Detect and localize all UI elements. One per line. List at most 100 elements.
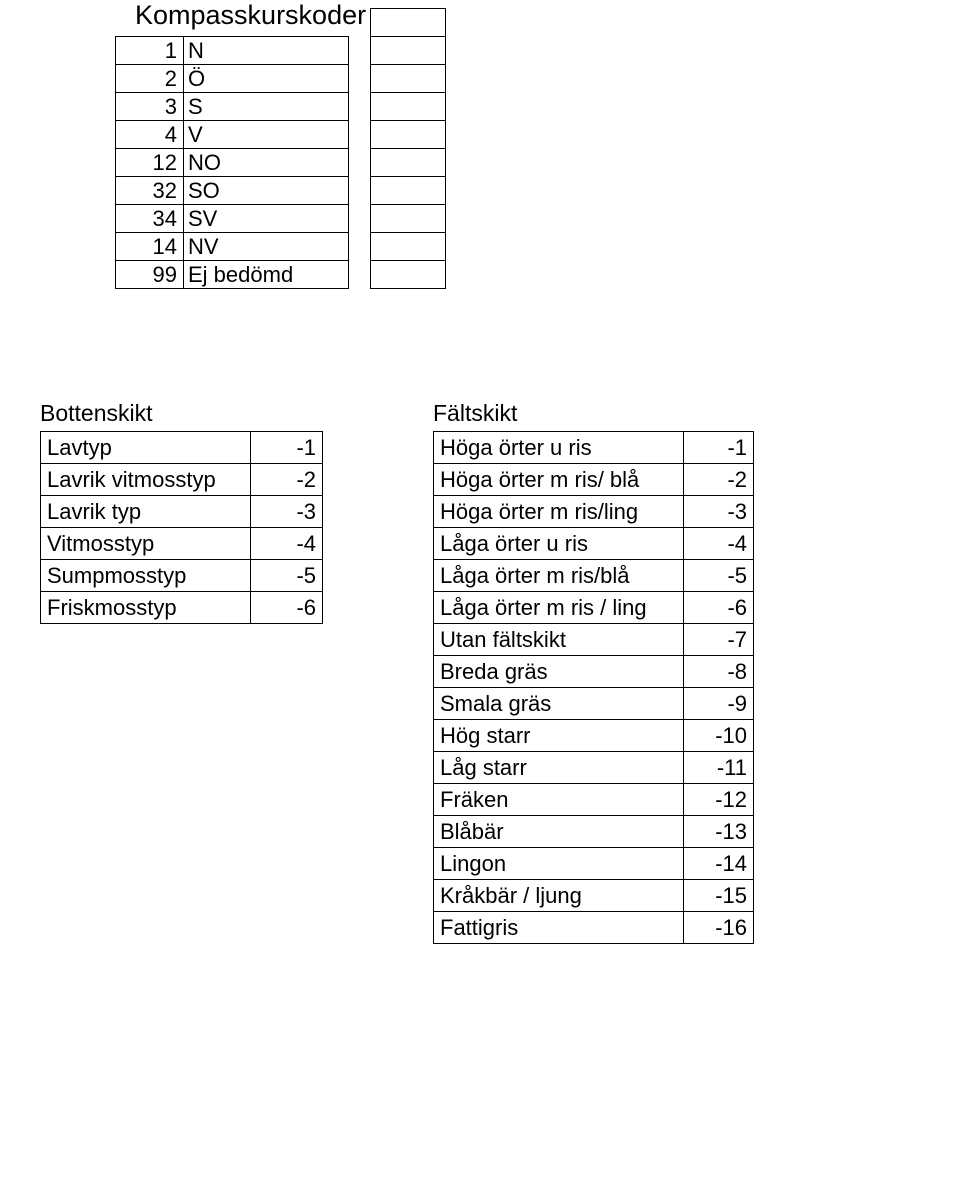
extra-table [370, 8, 446, 289]
table-row: Låga örter u ris-4 [434, 528, 754, 560]
table-row: Sumpmosstyp-5 [41, 560, 323, 592]
row-label: Sumpmosstyp [41, 560, 251, 592]
row-label: Låga örter u ris [434, 528, 684, 560]
row-label: Låga örter m ris/blå [434, 560, 684, 592]
row-label: Höga örter m ris/ blå [434, 464, 684, 496]
row-value: -6 [251, 592, 323, 624]
kompass-table: 1N2Ö3S4V12NO32SO34SV14NV99Ej bedömd [115, 36, 349, 289]
table-row: Hög starr-10 [434, 720, 754, 752]
extra-cell [371, 233, 446, 261]
kompass-code: 99 [116, 261, 184, 289]
bottenskikt-title: Bottenskikt [40, 400, 323, 431]
row-label: Lavrik vitmosstyp [41, 464, 251, 496]
kompass-value: NV [184, 233, 349, 261]
row-value: -8 [684, 656, 754, 688]
row-value: -12 [684, 784, 754, 816]
row-label: Lingon [434, 848, 684, 880]
row-label: Lavrik typ [41, 496, 251, 528]
table-row: Lavrik vitmosstyp-2 [41, 464, 323, 496]
row-value: -7 [684, 624, 754, 656]
row-value: -11 [684, 752, 754, 784]
row-label: Utan fältskikt [434, 624, 684, 656]
table-row: Låg starr-11 [434, 752, 754, 784]
row-label: Låga örter m ris / ling [434, 592, 684, 624]
table-row: Höga örter m ris/ling-3 [434, 496, 754, 528]
kompass-code: 1 [116, 37, 184, 65]
row-label: Breda gräs [434, 656, 684, 688]
bottenskikt-table: Bottenskikt Lavtyp-1Lavrik vitmosstyp-2L… [40, 400, 323, 624]
kompass-value: N [184, 37, 349, 65]
table-row: Friskmosstyp-6 [41, 592, 323, 624]
kompass-code: 2 [116, 65, 184, 93]
row-value: -16 [684, 912, 754, 944]
kompass-code: 14 [116, 233, 184, 261]
table-row: Höga örter m ris/ blå-2 [434, 464, 754, 496]
row-value: -3 [251, 496, 323, 528]
table-row: Vitmosstyp-4 [41, 528, 323, 560]
row-value: -9 [684, 688, 754, 720]
row-value: -10 [684, 720, 754, 752]
row-label: Vitmosstyp [41, 528, 251, 560]
extra-cell [371, 177, 446, 205]
row-value: -4 [684, 528, 754, 560]
kompass-value: SO [184, 177, 349, 205]
row-value: -2 [684, 464, 754, 496]
extra-cell [371, 121, 446, 149]
table-row: Blåbär-13 [434, 816, 754, 848]
kompass-value: NO [184, 149, 349, 177]
table-row: Låga örter m ris / ling-6 [434, 592, 754, 624]
kompass-value: Ö [184, 65, 349, 93]
extra-cell [371, 93, 446, 121]
row-label: Låg starr [434, 752, 684, 784]
kompass-code: 3 [116, 93, 184, 121]
table-row: Kråkbär / ljung-15 [434, 880, 754, 912]
kompass-value: Ej bedömd [184, 261, 349, 289]
row-label: Friskmosstyp [41, 592, 251, 624]
table-row: Låga örter m ris/blå-5 [434, 560, 754, 592]
row-value: -5 [251, 560, 323, 592]
kompass-value: S [184, 93, 349, 121]
row-value: -15 [684, 880, 754, 912]
row-value: -2 [251, 464, 323, 496]
row-value: -13 [684, 816, 754, 848]
table-row: Lavtyp-1 [41, 432, 323, 464]
row-label: Lavtyp [41, 432, 251, 464]
row-value: -4 [251, 528, 323, 560]
extra-cell [371, 9, 446, 37]
row-value: -1 [684, 432, 754, 464]
page-title: Kompasskurskoder [135, 0, 366, 31]
kompass-value: V [184, 121, 349, 149]
row-value: -6 [684, 592, 754, 624]
table-row: Höga örter u ris-1 [434, 432, 754, 464]
extra-cell [371, 65, 446, 93]
kompass-code: 32 [116, 177, 184, 205]
kompass-code: 4 [116, 121, 184, 149]
table-row: Lavrik typ-3 [41, 496, 323, 528]
row-label: Höga örter m ris/ling [434, 496, 684, 528]
extra-cell [371, 261, 446, 289]
row-label: Hög starr [434, 720, 684, 752]
extra-cell [371, 205, 446, 233]
row-label: Blåbär [434, 816, 684, 848]
extra-cell [371, 149, 446, 177]
extra-cell [371, 37, 446, 65]
table-row: Smala gräs-9 [434, 688, 754, 720]
faltskikt-title: Fältskikt [433, 400, 754, 431]
row-label: Höga örter u ris [434, 432, 684, 464]
row-value: -14 [684, 848, 754, 880]
row-value: -1 [251, 432, 323, 464]
row-label: Kråkbär / ljung [434, 880, 684, 912]
table-row: Breda gräs-8 [434, 656, 754, 688]
kompass-code: 34 [116, 205, 184, 233]
table-row: Utan fältskikt-7 [434, 624, 754, 656]
row-value: -5 [684, 560, 754, 592]
table-row: Lingon-14 [434, 848, 754, 880]
row-label: Fattigris [434, 912, 684, 944]
table-row: Fattigris-16 [434, 912, 754, 944]
faltskikt-table: Fältskikt Höga örter u ris-1Höga örter m… [433, 400, 754, 944]
table-row: Fräken-12 [434, 784, 754, 816]
row-label: Smala gräs [434, 688, 684, 720]
kompass-code: 12 [116, 149, 184, 177]
kompass-value: SV [184, 205, 349, 233]
row-value: -3 [684, 496, 754, 528]
